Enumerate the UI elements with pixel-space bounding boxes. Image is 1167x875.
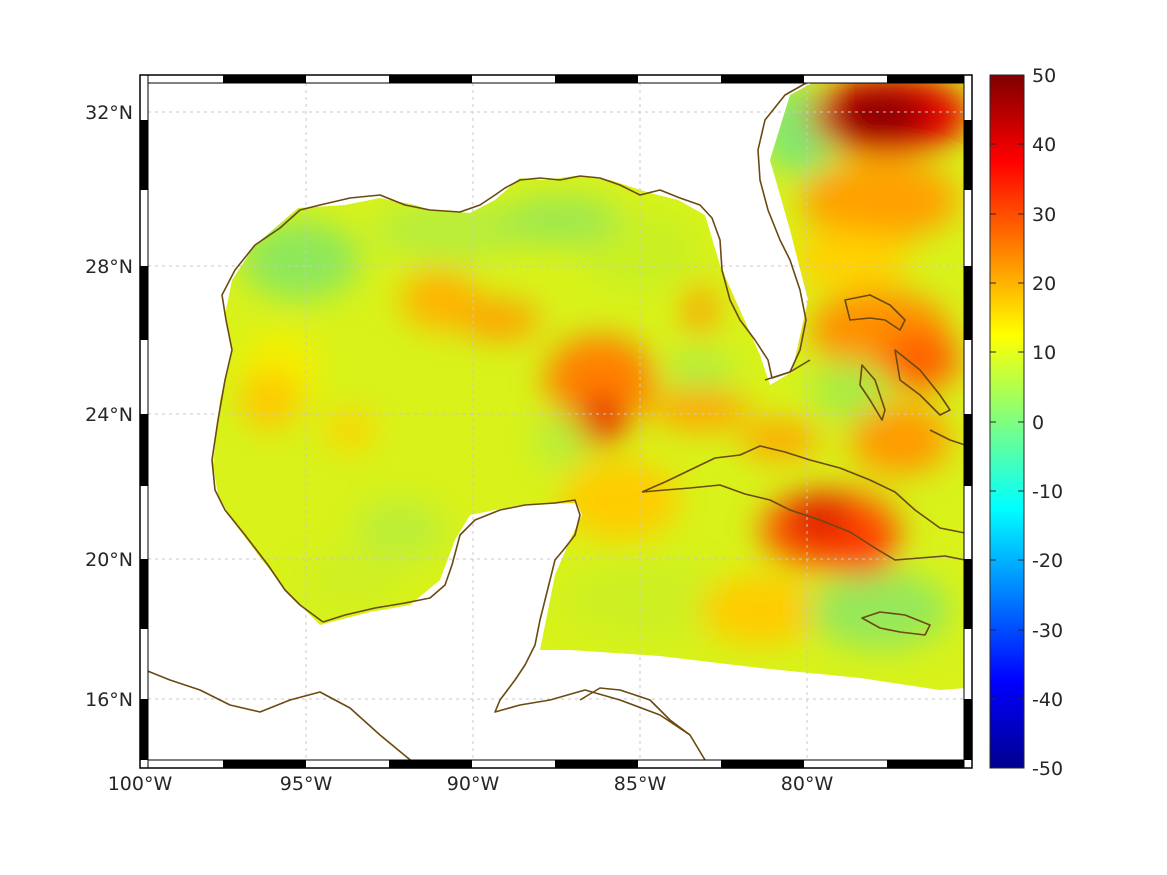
lat-axis-labels: 32°N 28°N 24°N 20°N 16°N [85,102,133,711]
mexico-gulf-coast [211,77,816,623]
gulf-coastline [139,667,421,769]
colorbar-tick-label: 0 [1032,412,1044,434]
colorbar-tick-label: -40 [1032,689,1063,711]
florida-keys [764,359,811,381]
lat-label-16n: 16°N [85,689,133,711]
lon-label-85w: 85°W [614,773,667,795]
lat-label-24n: 24°N [85,404,133,426]
yucatan-coast [322,499,706,761]
lat-label-32n: 32°N [85,102,133,124]
lon-label-100w: 100°W [108,773,173,795]
colorbar-tick-label: 40 [1032,134,1056,156]
colorbar-tick-label: -50 [1032,758,1063,780]
colorbar-tick-label: -30 [1032,620,1063,642]
colorbar-tick-labels: 50 40 30 20 10 0 -10 -20 -30 -40 -50 [1032,65,1063,780]
lon-label-80w: 80°W [781,773,834,795]
lon-axis-labels: 100°W 95°W 90°W 85°W 80°W [108,773,834,795]
colorbar: 50 40 30 20 10 0 -10 -20 -30 -40 -50 [989,65,1063,780]
colorbar-tick-label: 30 [1032,204,1056,226]
lat-label-20n: 20°N [85,549,133,571]
lon-label-95w: 95°W [280,773,333,795]
colorbar-tick-label: 20 [1032,273,1056,295]
coastlines [139,77,966,769]
colorbar-tick-label: -20 [1032,550,1063,572]
bahamas-islands [844,294,966,446]
map-frame [139,74,973,769]
colorbar-tick-label: -10 [1032,481,1063,503]
central-america-coast [579,687,691,736]
cuba-coast [641,445,966,561]
lat-label-28n: 28°N [85,256,133,278]
map-axes [139,74,973,769]
jamaica-coast [861,611,931,636]
lon-label-90w: 90°W [447,773,500,795]
colorbar-tick-label: 10 [1032,342,1056,364]
colorbar-tick-label: 50 [1032,65,1056,87]
